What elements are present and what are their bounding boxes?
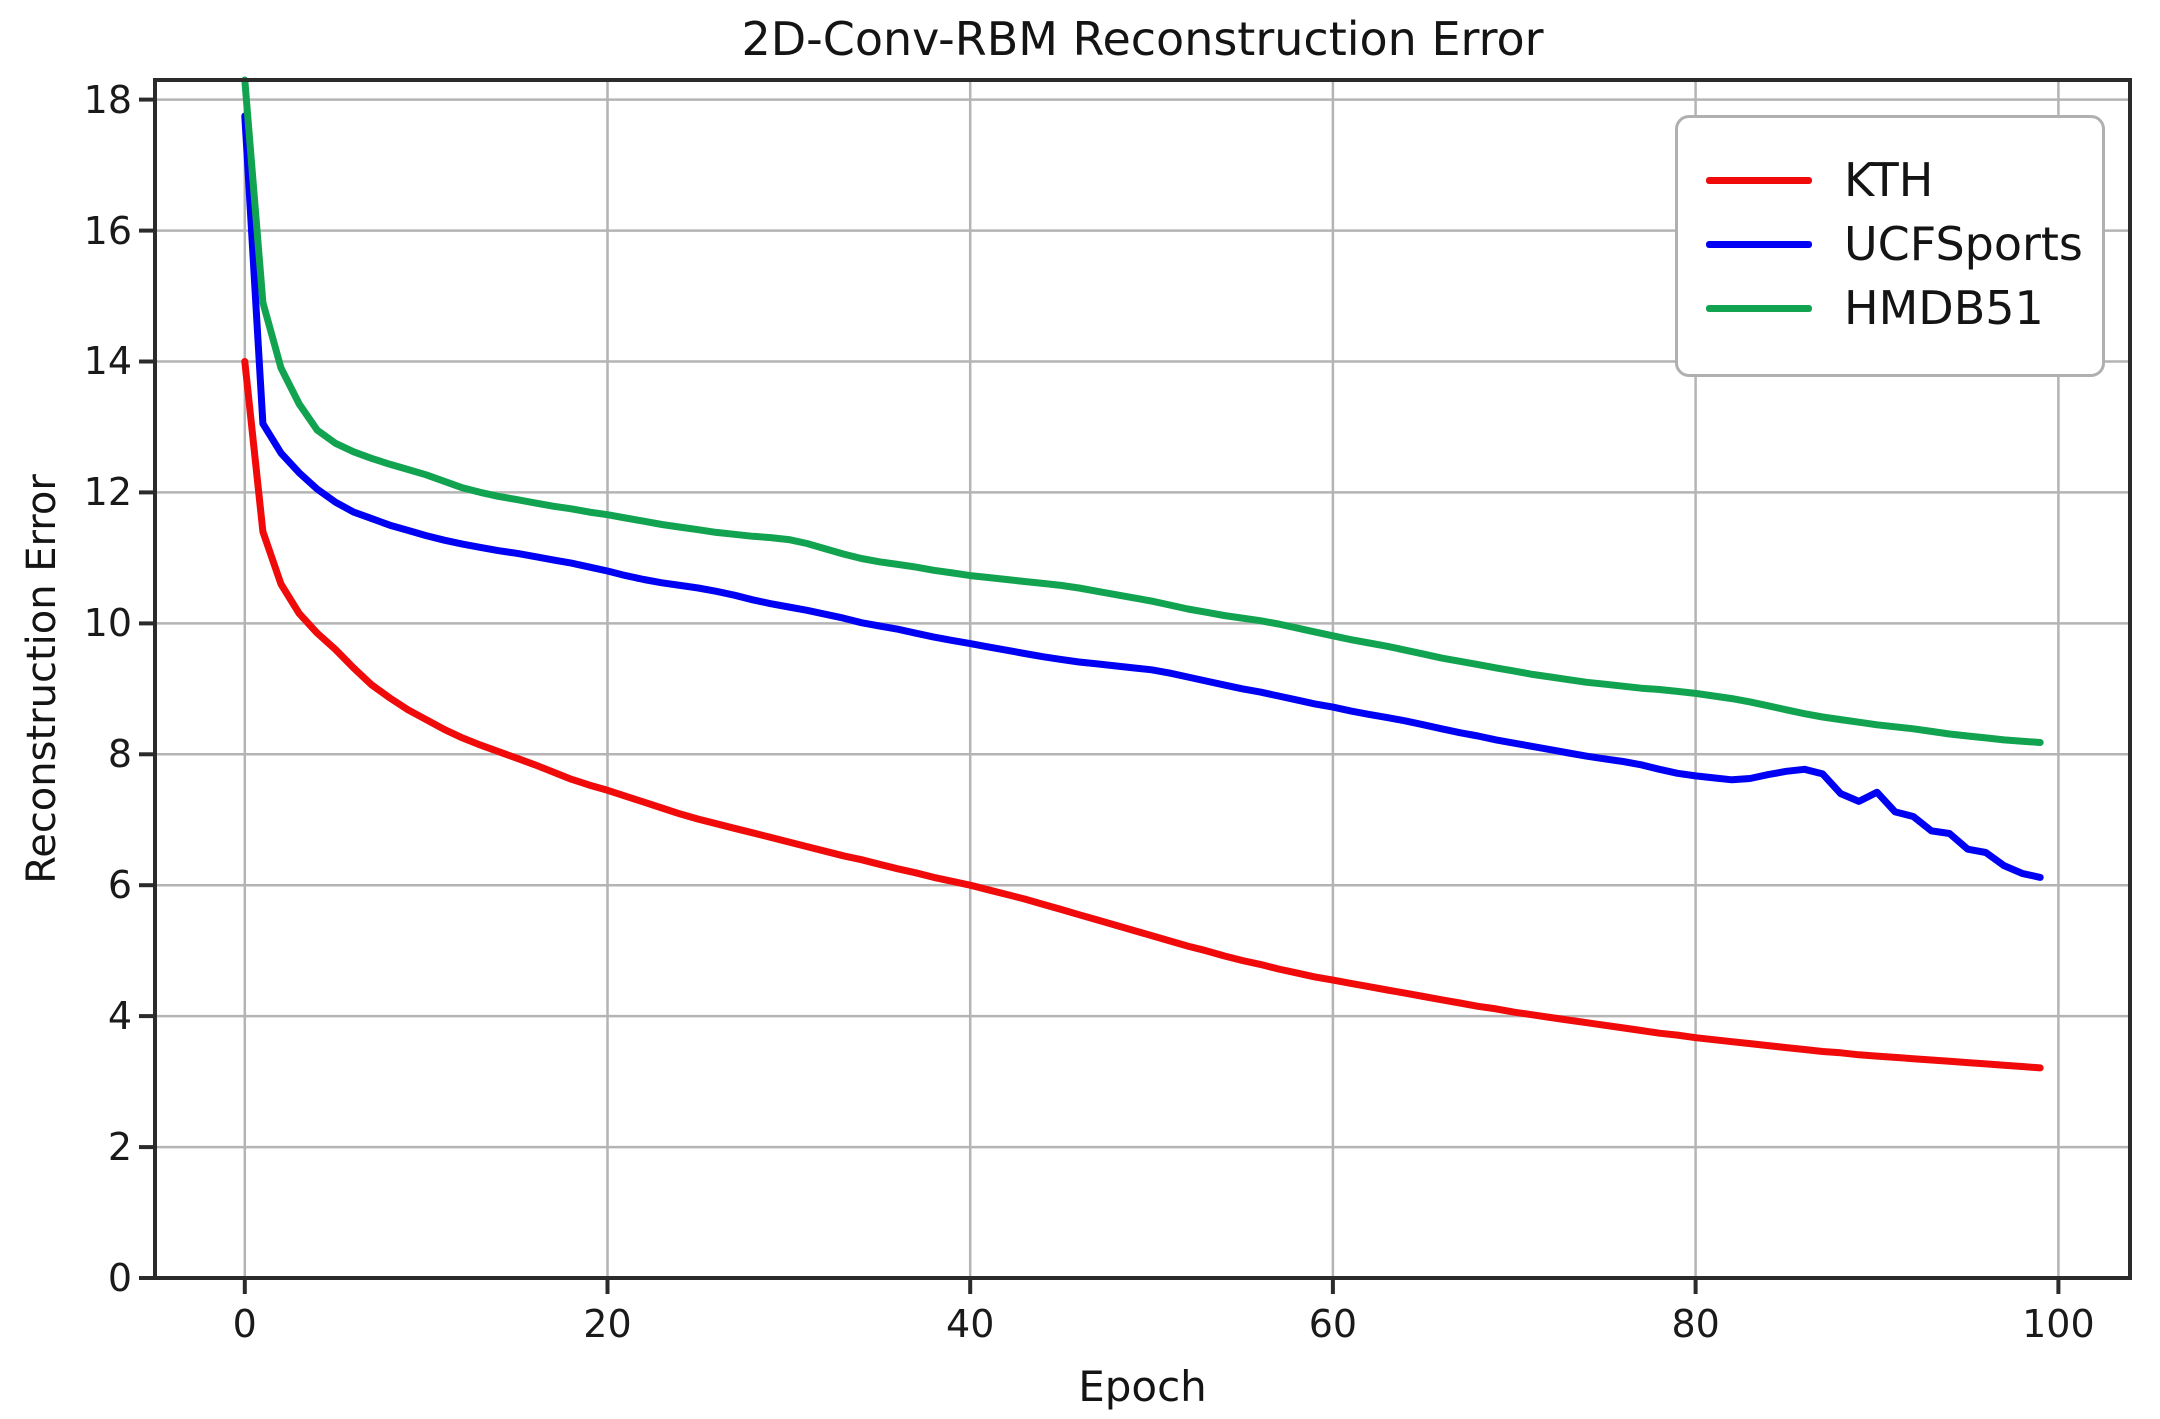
y-tick-label: 18 [83, 77, 132, 122]
series-line-kth [241, 358, 2044, 1072]
kth-line-swatch [1706, 176, 1812, 184]
x-tick-label: 80 [1671, 1302, 1720, 1346]
series-line-ucfsports [241, 112, 2044, 881]
legend-label-kth: KTH [1844, 153, 1934, 207]
plot-frame [153, 78, 2132, 1280]
y-tick-label: 12 [83, 470, 132, 515]
y-tick-label: 2 [107, 1125, 132, 1170]
y-tick-label: 6 [107, 863, 132, 908]
y-tick-label: 8 [107, 732, 132, 777]
legend-label-ucfsports: UCFSports [1844, 217, 2083, 271]
y-axis-label: Reconstruction Error [19, 474, 65, 884]
y-tick-label: 14 [83, 339, 132, 384]
legend-label-hmdb51: HMDB51 [1844, 281, 2044, 335]
x-tick-label: 100 [2022, 1302, 2095, 1346]
y-tick-label: 16 [83, 208, 132, 253]
y-tick-label: 0 [107, 1256, 132, 1300]
legend: KTH UCFSports HMDB51 [1675, 115, 2105, 377]
x-tick-label: 0 [232, 1302, 257, 1346]
series-line-hmdb51 [241, 76, 2044, 746]
legend-item-kth: KTH [1678, 148, 2102, 212]
hmdb51-line-swatch [1706, 304, 1812, 312]
legend-item-hmdb51: HMDB51 [1678, 276, 2102, 340]
y-tick-label: 10 [83, 601, 132, 646]
y-tick-label: 4 [107, 994, 132, 1039]
x-axis-label: Epoch [1078, 1362, 1207, 1411]
chart-title: 2D-Conv-RBM Reconstruction Error [741, 12, 1544, 66]
legend-item-ucfsports: UCFSports [1678, 212, 2102, 276]
x-tick-label: 60 [1308, 1302, 1358, 1346]
ucfsports-line-swatch [1706, 240, 1812, 248]
x-tick-label: 40 [946, 1302, 995, 1346]
x-tick-label: 20 [583, 1302, 632, 1346]
